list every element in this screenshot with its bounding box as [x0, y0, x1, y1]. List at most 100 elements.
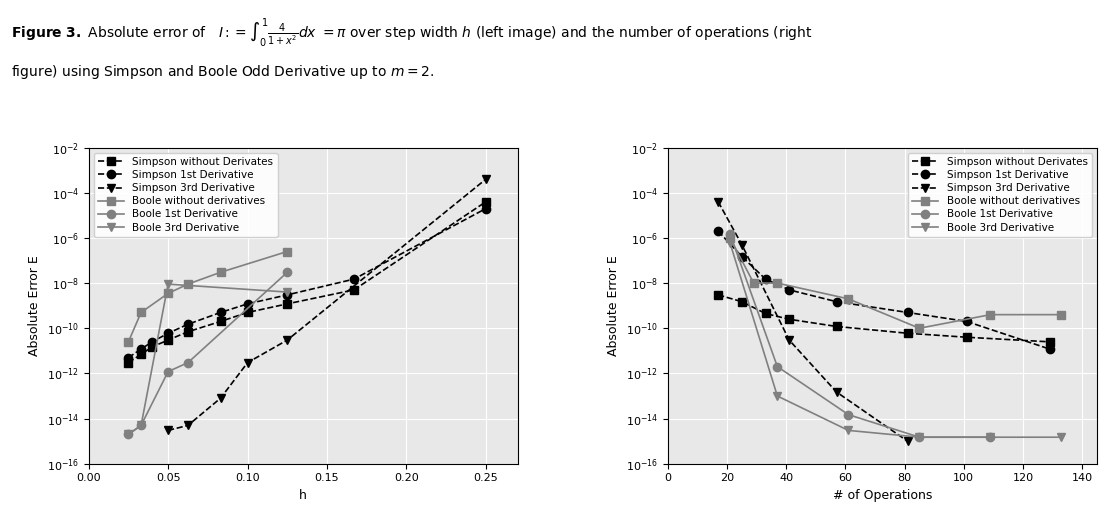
Boole 1st Derivative: [182, 359, 195, 366]
Simpson 1st Derivative: [134, 346, 147, 352]
Simpson without Derivates: [240, 309, 254, 316]
Boole 3rd Derivative: [913, 434, 926, 441]
Boole without derivatives: [913, 325, 926, 331]
Simpson 1st Derivative: [182, 321, 195, 327]
Boole 3rd Derivative: [842, 427, 855, 434]
Boole without derivatives: [214, 269, 227, 276]
Simpson 1st Derivative: [711, 228, 725, 235]
Boole 1st Derivative: [842, 412, 855, 418]
X-axis label: h: h: [299, 489, 307, 502]
Boole without derivatives: [1055, 311, 1068, 318]
X-axis label: # of Operations: # of Operations: [833, 489, 932, 502]
Legend: Simpson without Derivates, Simpson 1st Derivative, Simpson 3rd Derivative, Boole: Simpson without Derivates, Simpson 1st D…: [94, 153, 278, 237]
Simpson without Derivates: [736, 298, 749, 305]
Boole without derivatives: [842, 296, 855, 302]
Line: Boole 3rd Derivative: Boole 3rd Derivative: [124, 280, 291, 438]
Simpson 3rd Derivative: [480, 176, 493, 182]
Line: Boole 1st Derivative: Boole 1st Derivative: [726, 230, 995, 442]
Boole without derivatives: [122, 339, 135, 345]
Simpson 1st Derivative: [736, 253, 749, 260]
Simpson 1st Derivative: [162, 330, 175, 336]
Simpson without Derivates: [145, 344, 158, 350]
Boole 1st Derivative: [913, 434, 926, 441]
Simpson without Derivates: [1043, 339, 1056, 345]
Boole without derivatives: [724, 235, 737, 241]
Line: Boole 3rd Derivative: Boole 3rd Derivative: [726, 239, 1066, 442]
Boole 3rd Derivative: [280, 289, 294, 295]
Boole 3rd Derivative: [1055, 434, 1068, 441]
Boole 3rd Derivative: [122, 431, 135, 437]
Boole without derivatives: [134, 309, 147, 316]
Simpson 1st Derivative: [122, 355, 135, 361]
Boole 1st Derivative: [771, 364, 784, 370]
Boole without derivatives: [182, 281, 195, 287]
Simpson without Derivates: [480, 199, 493, 205]
Simpson without Derivates: [182, 328, 195, 335]
Boole 3rd Derivative: [162, 281, 175, 287]
Simpson without Derivates: [122, 359, 135, 366]
Simpson without Derivates: [162, 337, 175, 343]
Line: Boole 1st Derivative: Boole 1st Derivative: [124, 268, 291, 438]
Boole 3rd Derivative: [134, 422, 147, 428]
Boole 3rd Derivative: [984, 434, 997, 441]
Boole 1st Derivative: [984, 434, 997, 441]
Legend: Simpson without Derivates, Simpson 1st Derivative, Simpson 3rd Derivative, Boole: Simpson without Derivates, Simpson 1st D…: [907, 153, 1091, 237]
Simpson 3rd Derivative: [240, 359, 254, 366]
Simpson 1st Derivative: [348, 276, 361, 282]
Boole without derivatives: [771, 280, 784, 286]
Line: Simpson 1st Derivative: Simpson 1st Derivative: [714, 227, 1054, 353]
Boole without derivatives: [162, 290, 175, 297]
Simpson 1st Derivative: [280, 292, 294, 298]
Text: $\bf{Figure\ 3.}$ Absolute error of   $I:=\int_0^1 \frac{4}{1+x^2}dx\ =\pi$ over: $\bf{Figure\ 3.}$ Absolute error of $I:=…: [11, 16, 813, 49]
Boole 1st Derivative: [134, 422, 147, 428]
Simpson 3rd Derivative: [736, 241, 749, 248]
Simpson 3rd Derivative: [711, 199, 725, 205]
Simpson 3rd Derivative: [782, 337, 796, 343]
Simpson 1st Derivative: [240, 301, 254, 307]
Simpson without Derivates: [280, 301, 294, 307]
Simpson without Derivates: [901, 330, 914, 336]
Simpson 1st Derivative: [759, 276, 772, 282]
Simpson without Derivates: [830, 323, 843, 329]
Simpson 3rd Derivative: [280, 337, 294, 343]
Boole 1st Derivative: [724, 231, 737, 237]
Line: Simpson without Derivates: Simpson without Derivates: [714, 291, 1054, 346]
Line: Simpson 3rd Derivative: Simpson 3rd Derivative: [714, 198, 912, 445]
Simpson 1st Derivative: [1043, 346, 1056, 352]
Boole 3rd Derivative: [771, 393, 784, 399]
Simpson 3rd Derivative: [182, 422, 195, 428]
Boole without derivatives: [747, 280, 760, 286]
Simpson without Derivates: [348, 287, 361, 293]
Line: Boole without derivatives: Boole without derivatives: [726, 234, 1066, 333]
Simpson 3rd Derivative: [901, 438, 914, 444]
Simpson 1st Derivative: [960, 318, 973, 325]
Line: Simpson 1st Derivative: Simpson 1st Derivative: [124, 204, 490, 362]
Simpson 1st Derivative: [480, 206, 493, 212]
Boole without derivatives: [984, 311, 997, 318]
Simpson 3rd Derivative: [830, 389, 843, 395]
Boole 1st Derivative: [162, 368, 175, 375]
Boole 1st Derivative: [280, 269, 294, 276]
Line: Boole without derivatives: Boole without derivatives: [124, 247, 291, 346]
Simpson without Derivates: [759, 310, 772, 317]
Simpson 1st Derivative: [830, 298, 843, 305]
Simpson 3rd Derivative: [162, 427, 175, 434]
Boole 1st Derivative: [122, 431, 135, 437]
Boole 3rd Derivative: [724, 240, 737, 246]
Simpson 1st Derivative: [782, 287, 796, 293]
Simpson 1st Derivative: [214, 309, 227, 316]
Simpson 1st Derivative: [901, 309, 914, 316]
Simpson without Derivates: [214, 318, 227, 325]
Text: figure) using Simpson and Boole Odd Derivative up to $m=2$.: figure) using Simpson and Boole Odd Deri…: [11, 63, 434, 81]
Y-axis label: Absolute Error E: Absolute Error E: [28, 255, 41, 356]
Simpson without Derivates: [960, 334, 973, 340]
Simpson without Derivates: [711, 292, 725, 298]
Simpson without Derivates: [782, 316, 796, 323]
Y-axis label: Absolute Error E: Absolute Error E: [607, 255, 620, 356]
Boole without derivatives: [280, 248, 294, 255]
Line: Simpson without Derivates: Simpson without Derivates: [124, 198, 490, 367]
Simpson 1st Derivative: [145, 339, 158, 345]
Simpson without Derivates: [134, 351, 147, 357]
Line: Simpson 3rd Derivative: Simpson 3rd Derivative: [164, 175, 490, 435]
Simpson 3rd Derivative: [214, 395, 227, 402]
